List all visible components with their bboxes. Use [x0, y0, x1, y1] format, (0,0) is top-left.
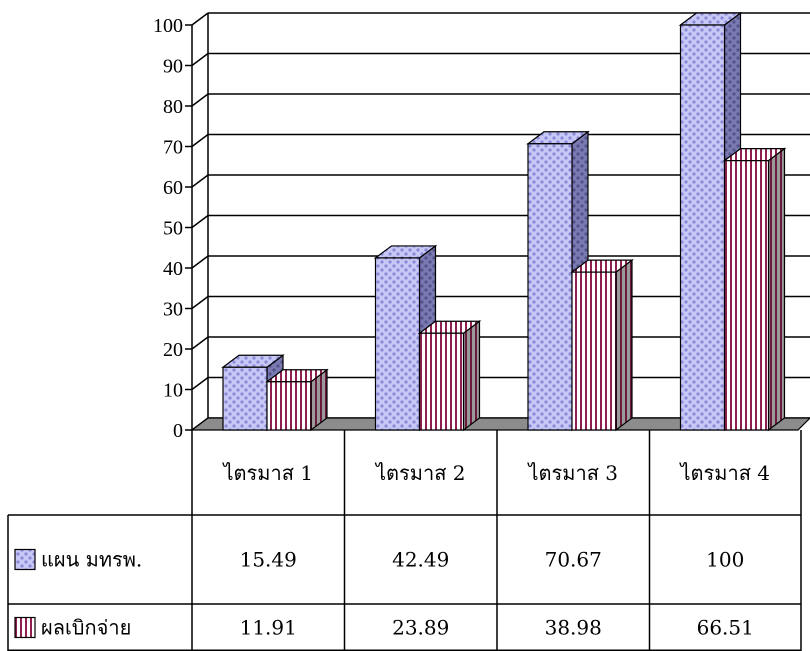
gridline-side [191, 255, 209, 269]
x-category-label: ไตรมาส 1 [222, 461, 314, 485]
bar-series2-side [462, 320, 481, 432]
y-tick-label: 100 [153, 15, 183, 37]
y-tick-label: 50 [163, 218, 183, 240]
y-tick-label: 80 [163, 96, 183, 118]
legend-key-series1 [14, 548, 36, 571]
y-tick-label: 60 [163, 177, 183, 199]
x-category-label: ไตรมาส 3 [527, 461, 619, 485]
y-tick-label: 90 [163, 56, 183, 78]
data-table-value: 70.67 [545, 548, 602, 572]
bar-series2-side [767, 147, 786, 432]
data-table-value: 11.91 [240, 616, 297, 640]
y-tick-label: 20 [163, 339, 183, 361]
data-table-value: 38.98 [545, 616, 602, 640]
data-table-value: 42.49 [392, 548, 449, 572]
gridline-side [191, 93, 209, 107]
gridline-side [191, 133, 209, 148]
gridline-side [191, 174, 209, 188]
gridline-side [191, 52, 209, 67]
legend-label-series2: ผลเบิกจ่าย [41, 616, 131, 640]
data-table-value: 100 [706, 548, 744, 572]
y-tick-label: 30 [163, 299, 183, 321]
y-tick-label: 10 [163, 380, 183, 402]
bar-series2 [266, 381, 312, 431]
x-category-label: ไตรมาส 2 [374, 461, 466, 485]
bar-series1 [222, 366, 268, 431]
x-category-label: ไตรมาส 4 [679, 461, 771, 485]
data-table-value: 15.49 [240, 548, 297, 572]
bar-series1 [374, 257, 421, 431]
y-tick-label: 40 [163, 258, 183, 280]
gridline-side [191, 376, 209, 391]
data-table-value: 23.89 [392, 616, 449, 640]
bar-series2 [571, 271, 617, 431]
y-tick-label: 70 [163, 137, 183, 159]
legend-key-series2 [14, 616, 36, 639]
bar-series1 [527, 143, 573, 431]
gridline-side [191, 214, 209, 229]
gridline-side [191, 12, 209, 26]
bar-series2 [418, 332, 465, 431]
gridline-side [191, 336, 209, 350]
bar-series1 [679, 24, 726, 431]
data-table-value: 66.51 [697, 616, 754, 640]
y-tick-label: 0 [173, 420, 183, 442]
gridline-side [191, 295, 209, 310]
bar-series2 [723, 160, 770, 431]
legend-label-series1: แผน มทรพ. [41, 548, 142, 572]
bar-series2-side [615, 258, 633, 432]
